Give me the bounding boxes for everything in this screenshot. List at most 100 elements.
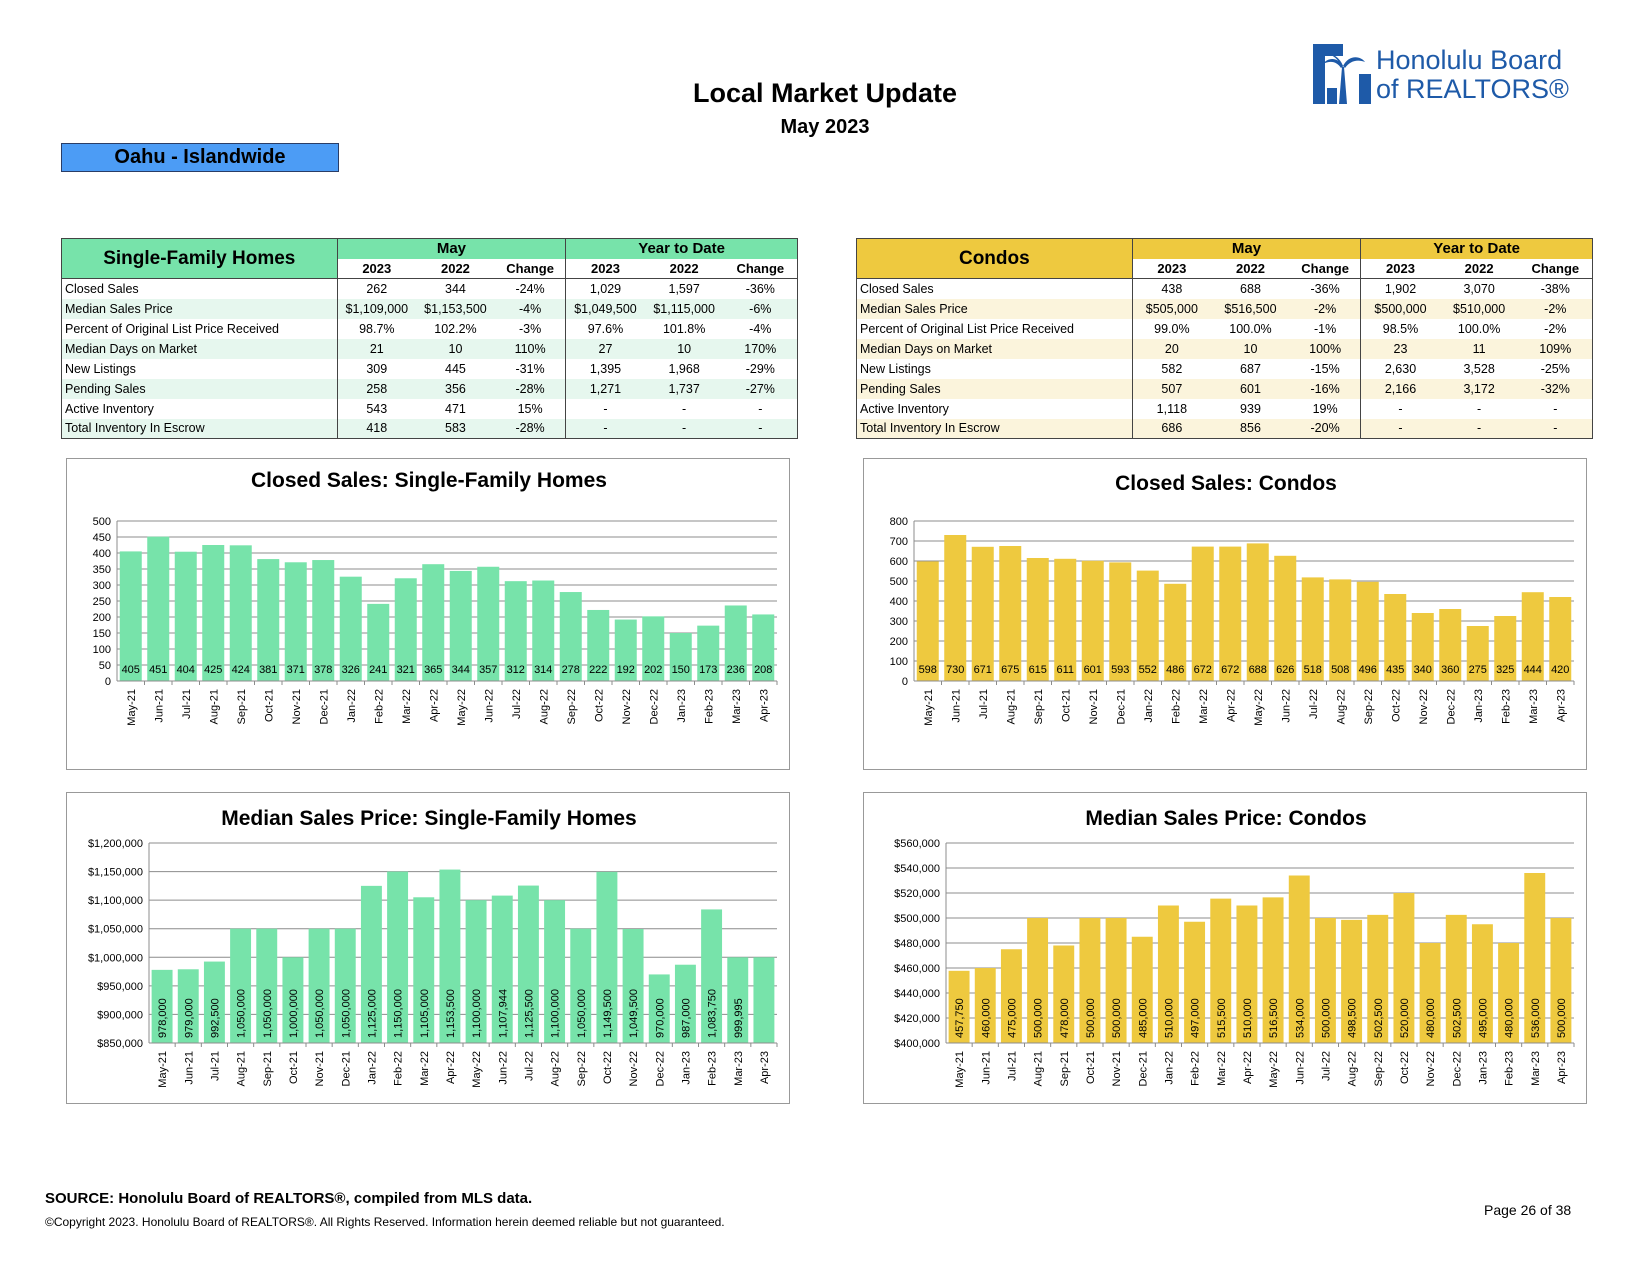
y-tick-label: $850,000 [97, 1038, 143, 1050]
x-tick-label: Jun-22 [483, 689, 495, 723]
chart-median-price-condo-svg: Median Sales Price: Condos $560,000 $540,0… [894, 807, 1575, 1088]
bar [308, 928, 330, 1043]
table-cell: 102.2% [434, 321, 477, 336]
x-tick-label: Mar-22 [1216, 1051, 1228, 1086]
bar [360, 885, 382, 1043]
data-label: 451 [149, 664, 167, 676]
data-label: 192 [617, 664, 635, 676]
table-cell: 438 [1131, 278, 1212, 299]
data-label: 236 [727, 664, 745, 676]
row-label: Pending Sales [61, 378, 338, 399]
row-label: Median Sales Price [856, 298, 1133, 319]
table-cell: 99.0% [1131, 318, 1212, 339]
data-label: 601 [1084, 664, 1102, 676]
x-tick-label: Mar-22 [419, 1051, 431, 1086]
data-label: 381 [259, 664, 277, 676]
x-tick-label: Dec-22 [654, 1051, 666, 1086]
x-tick-label: Feb-22 [1190, 1051, 1202, 1086]
table-cell: 583 [416, 418, 495, 439]
bar [1445, 914, 1467, 1043]
table-cell: -32% [1518, 378, 1593, 399]
bar [544, 900, 566, 1043]
table-cell: -38% [1518, 278, 1593, 299]
row-label: Median Days on Market [61, 338, 338, 359]
table-cell: -4% [723, 318, 798, 339]
table-body: Closed Sales 438 688 -36% 1,902 3,070 -38% Medi… [856, 278, 1593, 439]
table-cell: 100.0% [1457, 321, 1501, 336]
table-cell: 11 [1439, 338, 1519, 359]
x-tick-label: Mar-23 [731, 689, 743, 724]
bar [439, 869, 461, 1043]
y-tick-label: 800 [890, 516, 908, 528]
bar [1262, 897, 1284, 1043]
bar [465, 900, 487, 1043]
bar [559, 592, 582, 681]
single-family-stats-table: Single-Family Homes May Year to Date 202… [61, 238, 798, 439]
bar [1191, 546, 1214, 681]
data-label: 480,000 [1504, 998, 1516, 1038]
bar [1524, 873, 1546, 1043]
data-label: 478,000 [1059, 998, 1071, 1038]
x-tick-label: May-22 [1268, 1051, 1280, 1088]
bar [753, 957, 775, 1043]
bar [1411, 613, 1434, 681]
table-cell: -2% [1518, 298, 1593, 319]
table-row: Percent of Original List Price Received 9… [61, 318, 798, 339]
data-label: 978,000 [157, 998, 169, 1038]
data-label: 1,050,000 [340, 989, 352, 1038]
table-cell: 1,395 [565, 358, 645, 379]
bar [1027, 918, 1049, 1043]
table-cell: -27% [723, 378, 798, 399]
y-tick-label: 700 [890, 536, 908, 548]
column-header: Change [1289, 258, 1362, 279]
data-label: 275 [1469, 664, 1487, 676]
table-cell: 3,172 [1439, 378, 1519, 399]
bar [642, 616, 665, 681]
x-tick-label: Nov-22 [1418, 689, 1430, 724]
column-header: 2023 [336, 258, 416, 279]
bar [1274, 555, 1297, 681]
bar [339, 576, 362, 681]
data-label: 378 [314, 664, 332, 676]
bar [752, 614, 775, 681]
table-cell: -28% [494, 418, 567, 439]
chart-closed-sales-sf: Closed Sales: Single-Family Homes 500 450 4… [66, 458, 790, 770]
table-cell: 3,528 [1463, 361, 1495, 376]
table-cell: 1,029 [565, 278, 645, 299]
x-tick-label: Jan-23 [680, 1051, 692, 1085]
x-tick-label: Oct-21 [263, 689, 275, 722]
bar [1329, 579, 1352, 681]
table-cell: $500,000 [1360, 298, 1440, 319]
table-cell: -28% [494, 378, 567, 399]
data-label: 515,500 [1216, 998, 1228, 1038]
group-header-month: May [336, 238, 567, 259]
table-cell: 10 [644, 338, 724, 359]
x-tick-label: Aug-22 [1347, 1051, 1359, 1086]
table-row: Active Inventory 1,118 939 19% - - - [856, 398, 1593, 419]
table-row: Median Days on Market 20 10 100% 23 11 109% [856, 338, 1593, 359]
data-label: 326 [342, 664, 360, 676]
y-tick-label: $1,200,000 [88, 838, 143, 850]
x-tick-label: Jul-22 [523, 1051, 535, 1081]
data-label: 516,500 [1268, 998, 1280, 1038]
table-name: Single-Family Homes [61, 238, 338, 279]
data-label: 598 [919, 664, 937, 676]
chart-closed-sales-condo: Closed Sales: Condos 800 700 600 500 400 300 20… [863, 458, 1587, 770]
data-label: 495,000 [1477, 998, 1489, 1038]
bar [229, 545, 252, 681]
data-label: 425 [204, 664, 222, 676]
y-tick-label: $440,000 [894, 988, 940, 1000]
y-tick-label: 300 [890, 616, 908, 628]
bar [387, 871, 409, 1043]
bar [151, 969, 173, 1043]
bar [1081, 560, 1104, 681]
bar [916, 561, 939, 681]
x-tick-label: Apr-23 [1556, 1051, 1568, 1084]
y-tick-label: 600 [890, 556, 908, 568]
x-tick-label: May-22 [456, 689, 468, 726]
table-cell: 543 [336, 398, 416, 419]
table-cell: $516,500 [1211, 298, 1290, 319]
data-label: 1,125,000 [366, 989, 378, 1038]
bar [1054, 558, 1077, 681]
table-cell: 582 [1131, 358, 1212, 379]
